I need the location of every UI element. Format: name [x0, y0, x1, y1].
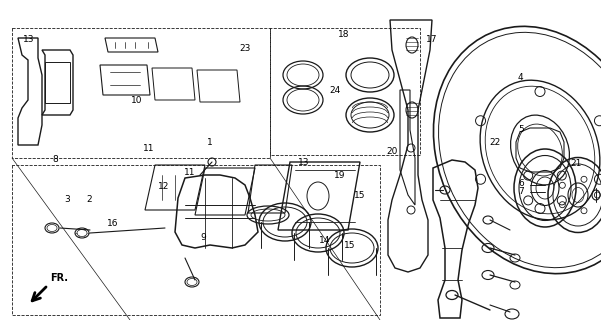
Text: 20: 20 — [386, 148, 397, 156]
Text: 13: 13 — [23, 36, 35, 44]
Text: 24: 24 — [329, 86, 341, 95]
Text: 21: 21 — [570, 159, 581, 168]
Text: 9: 9 — [200, 233, 206, 242]
Text: 6: 6 — [518, 180, 524, 188]
Text: 15: 15 — [353, 191, 365, 200]
Text: 11: 11 — [143, 144, 155, 153]
Text: 10: 10 — [131, 96, 143, 105]
Text: 16: 16 — [107, 219, 119, 228]
Text: 1: 1 — [207, 138, 213, 147]
Text: 13: 13 — [297, 158, 309, 167]
Text: 7: 7 — [518, 188, 524, 196]
Text: 22: 22 — [490, 138, 501, 147]
Text: 14: 14 — [319, 236, 330, 245]
Text: 8: 8 — [52, 156, 58, 164]
Text: 11: 11 — [183, 168, 195, 177]
Text: 3: 3 — [64, 195, 70, 204]
Text: 12: 12 — [157, 182, 169, 191]
Text: 4: 4 — [518, 73, 523, 82]
Text: 15: 15 — [344, 241, 356, 250]
Text: 17: 17 — [426, 35, 438, 44]
Text: 5: 5 — [518, 125, 524, 134]
Text: 2: 2 — [86, 195, 92, 204]
Text: 23: 23 — [239, 44, 251, 53]
Text: 19: 19 — [334, 172, 346, 180]
Text: FR.: FR. — [50, 273, 68, 283]
Text: 18: 18 — [338, 30, 350, 39]
